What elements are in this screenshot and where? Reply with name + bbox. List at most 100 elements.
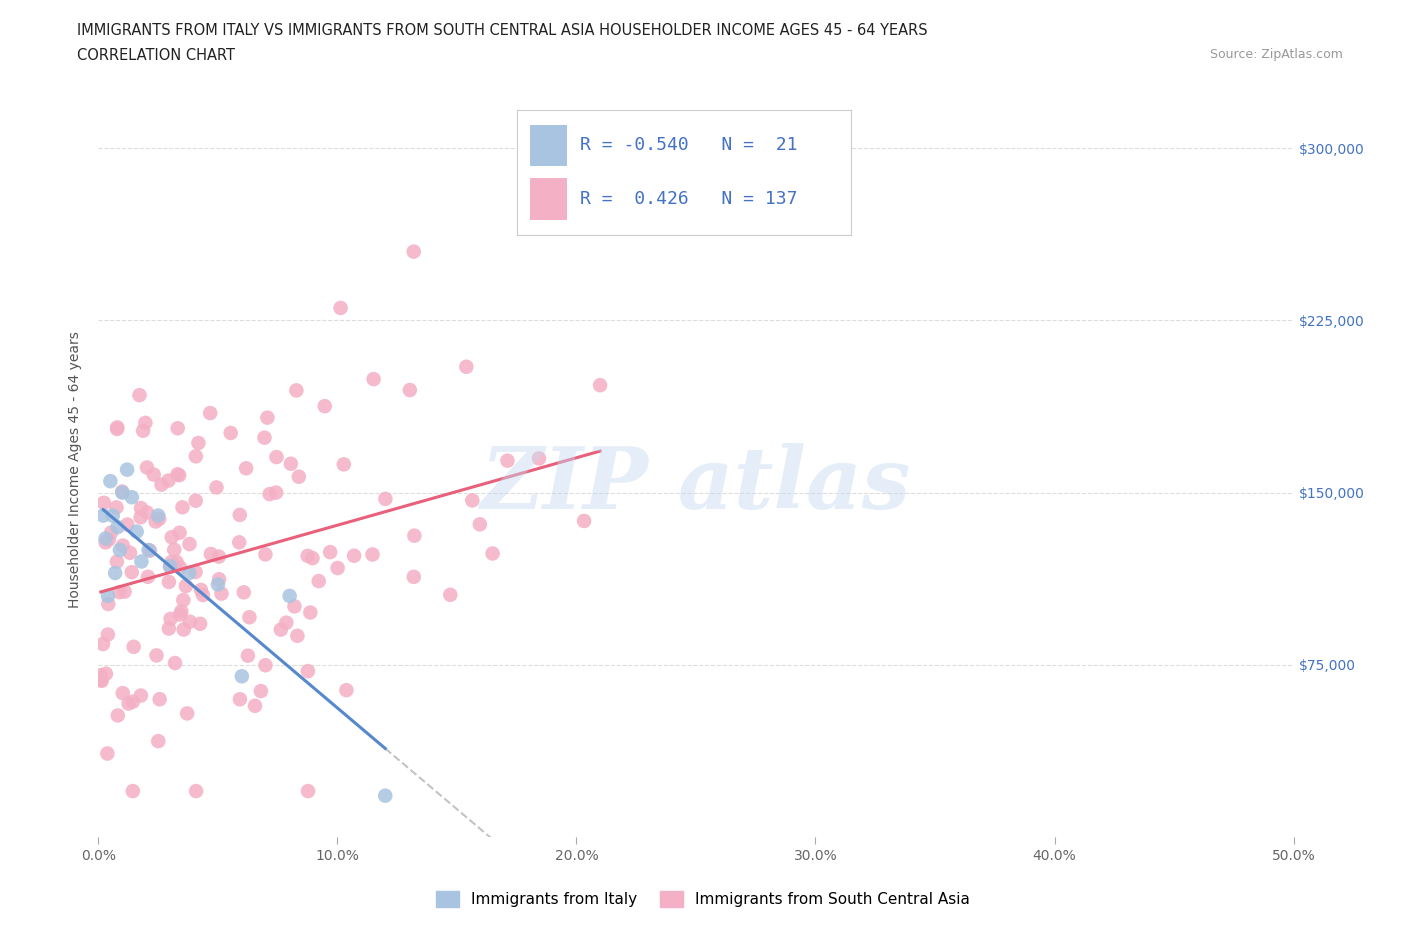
Point (159, 611, 181, 626)
Point (98, 473, 122, 488)
Point (129, 688, 152, 703)
Point (117, 517, 139, 532)
Point (297, 549, 319, 564)
Point (111, 685, 134, 700)
Point (254, 547, 277, 562)
Point (107, 520, 129, 535)
Point (159, 559, 181, 574)
Point (264, 485, 287, 500)
Point (97, 532, 120, 547)
Point (243, 698, 266, 713)
Point (343, 549, 366, 564)
Point (179, 614, 201, 629)
Point (148, 734, 170, 749)
Point (319, 545, 342, 560)
Point (211, 586, 233, 601)
Point (96, 746, 118, 761)
Point (236, 648, 259, 663)
Point (114, 584, 136, 599)
Point (280, 457, 302, 472)
Point (118, 545, 141, 560)
Point (111, 538, 134, 553)
Point (169, 607, 191, 622)
Point (481, 546, 503, 561)
Point (157, 621, 180, 636)
Point (138, 542, 160, 557)
Point (117, 697, 139, 711)
Point (172, 592, 194, 607)
Point (160, 554, 183, 569)
Point (335, 683, 357, 698)
Point (496, 453, 519, 468)
Point (121, 490, 143, 505)
Point (238, 610, 260, 625)
Point (145, 648, 167, 663)
Point (136, 460, 159, 475)
Point (402, 569, 425, 584)
Point (129, 510, 152, 525)
Text: ZIP atlas: ZIP atlas (481, 443, 911, 526)
Point (297, 784, 319, 799)
Point (167, 468, 190, 483)
Point (208, 549, 231, 564)
Point (94, 535, 117, 550)
Point (90, 673, 112, 688)
Point (173, 622, 195, 637)
Point (134, 416, 156, 431)
Point (128, 388, 150, 403)
Text: Source: ZipAtlas.com: Source: ZipAtlas.com (1209, 48, 1343, 61)
Point (205, 480, 228, 495)
Point (121, 694, 143, 709)
Point (170, 604, 193, 618)
Point (456, 359, 478, 374)
Point (129, 500, 152, 515)
Point (148, 512, 170, 526)
Point (174, 578, 197, 593)
Point (285, 383, 308, 398)
Point (157, 575, 180, 590)
Point (149, 692, 172, 707)
Point (166, 420, 188, 435)
Point (231, 669, 253, 684)
Point (374, 789, 396, 804)
Point (108, 542, 131, 557)
Point (179, 565, 201, 580)
Point (115, 462, 138, 477)
Point (259, 486, 281, 501)
Point (163, 542, 186, 557)
Point (229, 508, 252, 523)
Point (91, 508, 114, 523)
Point (139, 543, 162, 558)
Point (93, 496, 115, 511)
Point (589, 378, 612, 392)
Point (208, 572, 231, 587)
Point (299, 605, 322, 620)
Point (184, 784, 207, 799)
Point (111, 485, 134, 500)
Point (184, 565, 207, 579)
Point (190, 582, 212, 597)
Point (163, 656, 186, 671)
Point (105, 420, 128, 435)
Point (169, 560, 191, 575)
Point (184, 493, 207, 508)
Y-axis label: Householder Income Ages 45 - 64 years: Householder Income Ages 45 - 64 years (69, 331, 83, 608)
Point (439, 588, 461, 603)
Point (461, 493, 484, 508)
Point (166, 467, 188, 482)
Point (191, 588, 214, 603)
Point (250, 684, 273, 698)
Point (105, 500, 128, 515)
Point (148, 508, 170, 523)
Point (301, 551, 323, 565)
Text: IMMIGRANTS FROM ITALY VS IMMIGRANTS FROM SOUTH CENTRAL ASIA HOUSEHOLDER INCOME A: IMMIGRANTS FROM ITALY VS IMMIGRANTS FROM… (77, 23, 928, 38)
Point (276, 616, 298, 631)
Point (404, 528, 426, 543)
Point (176, 706, 198, 721)
Point (363, 372, 385, 387)
Point (90, 668, 112, 683)
Point (131, 554, 153, 569)
Point (266, 449, 288, 464)
Point (101, 508, 124, 523)
Point (287, 629, 309, 644)
